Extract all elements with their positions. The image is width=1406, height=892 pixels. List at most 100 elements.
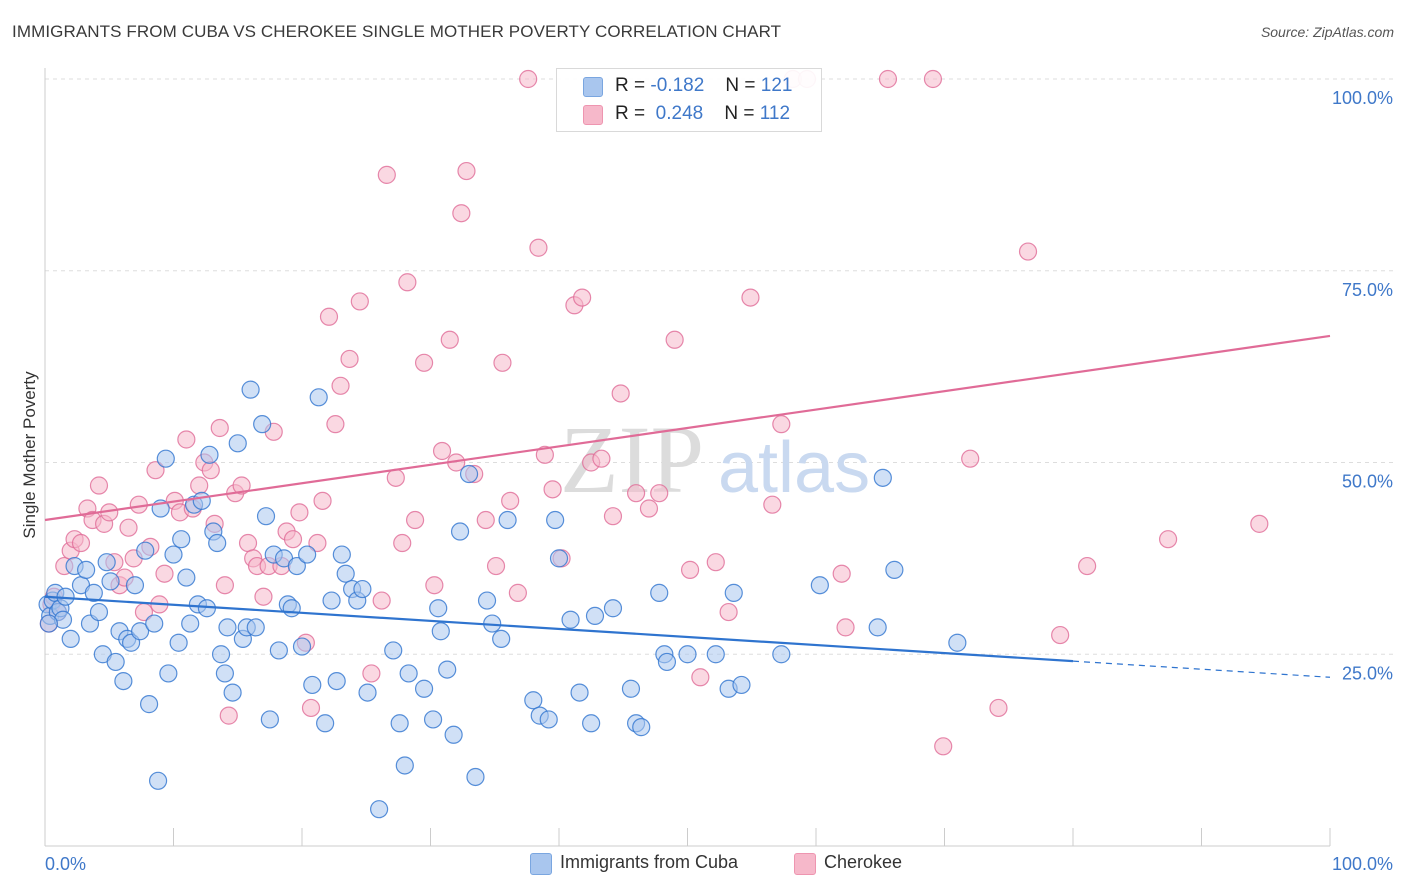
cuba-point <box>159 664 178 683</box>
cherokee-point <box>573 288 592 307</box>
cuba-point <box>181 614 200 633</box>
cuba-point <box>260 710 279 729</box>
cuba-point <box>215 664 234 683</box>
cherokee-point <box>326 415 345 434</box>
cuba-point <box>282 599 301 618</box>
cuba-point <box>885 560 904 579</box>
chart-source: Source: ZipAtlas.com <box>1260 24 1394 40</box>
x-tick-label-max: 100.0% <box>1332 854 1393 874</box>
cuba-point <box>101 572 120 591</box>
cuba-point <box>948 633 967 652</box>
cherokee-point <box>457 161 476 181</box>
cuba-point <box>200 445 219 464</box>
cherokee-point <box>493 353 512 372</box>
cuba-point <box>211 645 231 664</box>
cuba-point <box>84 583 103 602</box>
cuba-point <box>164 545 183 564</box>
y-tick-label: 50.0% <box>1342 472 1393 492</box>
cuba-point <box>358 683 377 702</box>
cherokee-point <box>414 353 434 372</box>
cherokee-point <box>706 553 725 572</box>
trend-lines <box>44 334 1331 678</box>
cherokee-point <box>772 415 791 434</box>
cherokee-point <box>340 349 359 369</box>
legend-swatch-cherokee <box>583 105 603 125</box>
cuba-point <box>868 618 887 637</box>
cuba-point <box>466 767 485 787</box>
legend-n-label: N = <box>725 75 756 96</box>
cherokee-point <box>155 564 174 583</box>
cherokee-point <box>680 560 700 579</box>
cherokee-point <box>362 664 381 683</box>
cuba-point <box>450 522 470 541</box>
legend-swatch-cuba <box>583 77 603 97</box>
cherokee-point <box>71 533 91 553</box>
cherokee-point <box>350 292 369 311</box>
cherokee-point <box>425 576 444 595</box>
cuba-point <box>546 510 565 530</box>
cherokee-point <box>611 384 630 403</box>
cherokee-point <box>432 441 452 461</box>
cherokee-point <box>934 737 953 756</box>
y-tick-label: 75.0% <box>1342 280 1393 300</box>
cherokee-point <box>210 418 229 438</box>
cuba-point <box>228 434 247 453</box>
cuba-point <box>256 507 276 526</box>
legend-r-label: R = <box>615 75 646 96</box>
cuba-point <box>114 671 133 691</box>
cuba-point <box>678 645 697 664</box>
cuba-point <box>561 610 580 629</box>
cuba-point <box>414 679 434 698</box>
series-label-cherokee: Cherokee <box>824 852 903 872</box>
y-axis-label: Single Mother Poverty <box>20 371 39 539</box>
series-swatch-cherokee <box>794 853 816 875</box>
cuba-point <box>327 671 346 691</box>
cuba-point <box>106 652 125 672</box>
cuba-point <box>298 545 317 564</box>
cuba-point <box>549 549 569 568</box>
legend-r-label: R = <box>615 103 646 124</box>
cuba-point <box>621 679 641 698</box>
cherokee-point <box>626 484 646 503</box>
cherokee-point <box>377 165 396 184</box>
cuba-point <box>431 622 450 641</box>
cuba-point <box>810 576 829 595</box>
cherokee-point <box>386 468 405 487</box>
cherokee-point <box>486 556 506 576</box>
cuba-point <box>287 556 306 576</box>
cuba-point <box>208 533 227 553</box>
cherokee-point <box>476 510 495 530</box>
cherokee-point <box>219 706 238 725</box>
cuba-point <box>459 464 479 484</box>
cuba-point <box>303 675 322 695</box>
cuba-point <box>399 664 418 683</box>
cherokee-point <box>691 668 710 687</box>
cuba-point <box>724 583 743 602</box>
cherokee-point <box>201 461 220 480</box>
cuba-point <box>732 675 751 695</box>
tick-labels: 25.0% 50.0% 75.0% 100.0% 0.0% 100.0% <box>45 88 1393 874</box>
cherokee-point <box>719 602 738 622</box>
trend-line-cherokee <box>44 334 1331 522</box>
legend-r-value-cherokee: 0.248 <box>655 103 704 124</box>
cherokee-point <box>639 499 659 518</box>
cherokee-point <box>238 533 258 553</box>
cherokee-point <box>1250 514 1269 533</box>
cherokee-point <box>961 449 980 468</box>
cherokee-point <box>146 461 165 480</box>
cuba-point <box>269 641 288 660</box>
axes <box>44 68 1331 847</box>
watermark: ZIP atlas <box>560 406 870 513</box>
series-swatch-cuba <box>530 853 552 875</box>
cuba-point <box>61 629 80 649</box>
cherokee-point <box>763 495 782 514</box>
cherokee-point <box>308 533 327 553</box>
series-cuba-points <box>38 380 967 819</box>
cuba-point <box>524 691 543 710</box>
cherokee-point <box>398 273 417 292</box>
cuba-point <box>873 468 892 487</box>
cuba-point <box>539 710 558 729</box>
cuba-point <box>156 449 175 468</box>
cuba-point <box>650 583 669 602</box>
